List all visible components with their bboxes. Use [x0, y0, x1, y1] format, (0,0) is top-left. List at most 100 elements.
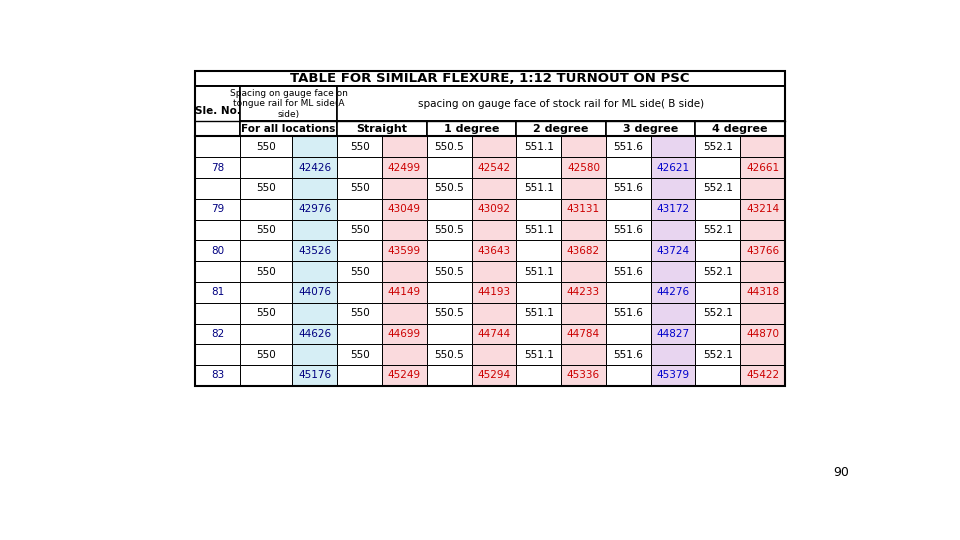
Bar — [337, 199, 382, 220]
Text: 2 degree: 2 degree — [534, 124, 588, 134]
Text: 1 degree: 1 degree — [444, 124, 499, 134]
Text: 44699: 44699 — [388, 329, 421, 339]
Bar — [337, 157, 382, 178]
Bar — [651, 303, 695, 323]
Text: 550: 550 — [349, 142, 370, 152]
Bar — [740, 240, 785, 261]
Bar — [382, 282, 427, 303]
Bar — [471, 345, 516, 365]
Bar — [740, 199, 785, 220]
Text: 43643: 43643 — [477, 246, 511, 256]
Bar — [651, 157, 695, 178]
Bar — [337, 365, 382, 386]
Text: 45294: 45294 — [477, 370, 511, 381]
Bar — [695, 261, 740, 282]
Bar — [337, 121, 427, 137]
Bar — [516, 157, 561, 178]
Bar — [740, 137, 785, 157]
Bar — [740, 282, 785, 303]
Bar — [382, 365, 427, 386]
Bar — [337, 323, 382, 345]
Bar — [337, 86, 785, 121]
Text: For all locations: For all locations — [241, 124, 336, 134]
Bar — [382, 345, 427, 365]
Text: 550: 550 — [349, 267, 370, 276]
Bar — [337, 345, 382, 365]
Bar — [471, 323, 516, 345]
Bar — [471, 199, 516, 220]
Bar — [427, 121, 516, 137]
Text: 90: 90 — [833, 467, 849, 480]
Bar — [606, 365, 651, 386]
Bar — [293, 240, 337, 261]
Text: 44276: 44276 — [657, 287, 689, 298]
Bar — [240, 261, 293, 282]
Bar — [561, 282, 606, 303]
Text: 552.1: 552.1 — [703, 142, 732, 152]
Bar — [293, 282, 337, 303]
Text: 42426: 42426 — [299, 163, 331, 173]
Text: 550.5: 550.5 — [434, 225, 464, 235]
Bar — [695, 178, 740, 199]
Text: 550: 550 — [256, 308, 276, 318]
Bar — [516, 303, 561, 323]
Bar — [516, 121, 606, 137]
Bar — [427, 345, 471, 365]
Bar — [195, 240, 240, 261]
Bar — [695, 220, 740, 240]
Bar — [606, 220, 651, 240]
Text: 43131: 43131 — [567, 204, 600, 214]
Text: 80: 80 — [211, 246, 224, 256]
Text: 4 degree: 4 degree — [712, 124, 768, 134]
Text: 44233: 44233 — [567, 287, 600, 298]
Text: 43766: 43766 — [746, 246, 780, 256]
Text: 552.1: 552.1 — [703, 225, 732, 235]
Bar — [240, 121, 337, 137]
Bar — [651, 240, 695, 261]
Text: 550: 550 — [256, 225, 276, 235]
Text: 551.6: 551.6 — [613, 142, 643, 152]
Bar — [695, 240, 740, 261]
Bar — [606, 240, 651, 261]
Bar — [740, 178, 785, 199]
Text: 43724: 43724 — [657, 246, 689, 256]
Text: 83: 83 — [211, 370, 225, 381]
Bar — [427, 323, 471, 345]
Bar — [293, 178, 337, 199]
Bar — [382, 157, 427, 178]
Text: 551.6: 551.6 — [613, 225, 643, 235]
Text: 550.5: 550.5 — [434, 350, 464, 360]
Bar — [561, 240, 606, 261]
Bar — [516, 282, 561, 303]
Bar — [651, 365, 695, 386]
Bar — [606, 323, 651, 345]
Bar — [651, 137, 695, 157]
Bar — [240, 303, 293, 323]
Text: 45379: 45379 — [657, 370, 689, 381]
Bar — [382, 199, 427, 220]
Bar — [240, 178, 293, 199]
Bar — [195, 261, 240, 282]
Text: 43599: 43599 — [388, 246, 421, 256]
Bar — [561, 137, 606, 157]
Bar — [471, 137, 516, 157]
Text: 551.1: 551.1 — [524, 142, 554, 152]
Bar — [293, 365, 337, 386]
Text: 42499: 42499 — [388, 163, 421, 173]
Text: 550: 550 — [349, 184, 370, 193]
Bar — [561, 199, 606, 220]
Bar — [471, 282, 516, 303]
Bar — [695, 323, 740, 345]
Bar — [240, 282, 293, 303]
Bar — [740, 303, 785, 323]
Bar — [471, 157, 516, 178]
Text: 551.6: 551.6 — [613, 267, 643, 276]
Bar — [240, 199, 293, 220]
Text: 45249: 45249 — [388, 370, 421, 381]
Text: Straight: Straight — [356, 124, 407, 134]
Bar — [240, 323, 293, 345]
Bar — [516, 323, 561, 345]
Bar — [740, 261, 785, 282]
Bar — [606, 121, 695, 137]
Bar — [427, 137, 471, 157]
